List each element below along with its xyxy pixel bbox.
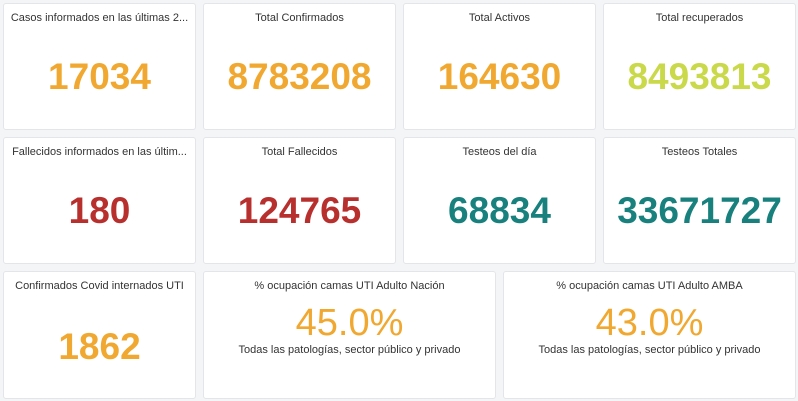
- card-internados-uti: Confirmados Covid internados UTI 1862: [3, 271, 196, 399]
- card-title: Fallecidos informados en las últim...: [12, 146, 187, 158]
- card-testeos-totales: Testeos Totales 33671727: [603, 137, 796, 264]
- card-total-confirmados: Total Confirmados 8783208: [203, 3, 396, 130]
- card-value: 68834: [448, 190, 551, 231]
- card-value: 8493813: [627, 56, 772, 97]
- card-value: 45.0%: [295, 302, 404, 344]
- card-testeos-del-dia: Testeos del día 68834: [403, 137, 596, 264]
- card-title: Total recuperados: [655, 12, 744, 24]
- card-title: Testeos del día: [462, 146, 537, 158]
- card-title: Testeos Totales: [661, 146, 738, 158]
- card-subtitle: Todas las patologías, sector público y p…: [238, 344, 461, 356]
- card-value: 33671727: [617, 190, 782, 231]
- card-value: 1862: [58, 326, 141, 367]
- card-total-recuperados: Total recuperados 8493813: [603, 3, 796, 130]
- card-title: Total Activos: [468, 12, 531, 24]
- card-title: % ocupación camas UTI Adulto AMBA: [556, 280, 743, 292]
- card-title: % ocupación camas UTI Adulto Nación: [254, 280, 445, 292]
- card-value: 164630: [437, 56, 562, 97]
- card-subtitle: Todas las patologías, sector público y p…: [538, 344, 761, 356]
- card-title: Casos informados en las últimas 2...: [10, 12, 189, 24]
- card-value: 124765: [237, 190, 362, 231]
- card-total-activos: Total Activos 164630: [403, 3, 596, 130]
- card-fallecidos-ultimas-24h: Fallecidos informados en las últim... 18…: [3, 137, 196, 264]
- card-value: 43.0%: [595, 302, 704, 344]
- card-value: 180: [68, 190, 131, 231]
- card-ocupacion-uti-amba: % ocupación camas UTI Adulto AMBA 43.0% …: [503, 271, 796, 399]
- card-value: 8783208: [227, 56, 372, 97]
- card-title: Confirmados Covid internados UTI: [15, 280, 184, 292]
- card-title: Total Confirmados: [255, 12, 344, 24]
- card-title: Total Fallecidos: [261, 146, 338, 158]
- card-casos-ultimas-24h: Casos informados en las últimas 2... 170…: [3, 3, 196, 130]
- card-ocupacion-uti-nacion: % ocupación camas UTI Adulto Nación 45.0…: [203, 271, 496, 399]
- card-total-fallecidos: Total Fallecidos 124765: [203, 137, 396, 264]
- card-value: 17034: [48, 56, 151, 97]
